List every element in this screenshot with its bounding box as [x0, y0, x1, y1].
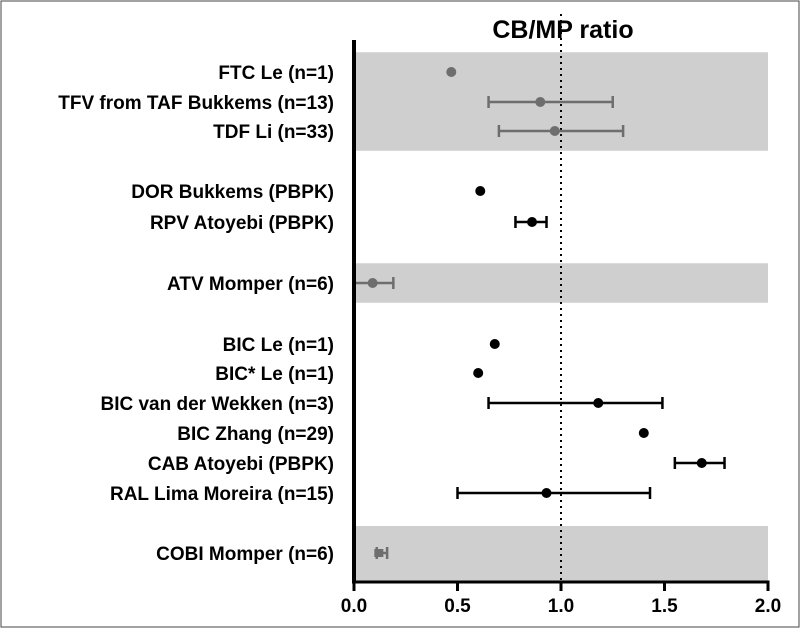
data-point: [549, 126, 560, 136]
data-point: [638, 428, 649, 438]
x-tick-label: 0.0: [341, 596, 367, 617]
row-label: BIC* Le (n=1): [215, 364, 334, 385]
data-point: [541, 488, 552, 498]
row-label: BIC Zhang (n=29): [177, 424, 334, 445]
x-tick-label: 0.5: [444, 596, 471, 617]
row-label: RAL Lima Moreira (n=15): [110, 484, 334, 505]
data-point: [489, 339, 500, 349]
row-label: DOR Bukkems (PBPK): [131, 182, 334, 203]
data-point: [535, 97, 546, 107]
row-label: TFV from TAF Bukkems (n=13): [58, 93, 334, 114]
row-label: ATV Momper (n=6): [167, 274, 334, 295]
row-label: FTC Le (n=1): [218, 63, 334, 84]
data-point: [367, 278, 378, 288]
row-label: BIC Le (n=1): [223, 335, 334, 356]
data-point: [593, 398, 604, 408]
axes: 0.0 0.5 1.0 1.5 2.0: [341, 40, 781, 617]
row-label: BIC van der Wekken (n=3): [100, 394, 334, 415]
data-marks: [352, 67, 726, 559]
row-label: RPV Atoyebi (PBPK): [150, 213, 334, 234]
x-tick-label: 1.5: [651, 596, 678, 617]
row-label: TDF Li (n=33): [213, 122, 334, 143]
data-point: [475, 186, 486, 196]
data-point: [696, 458, 707, 468]
row-label: CAB Atoyebi (PBPK): [148, 454, 334, 475]
row-labels: FTC Le (n=1) TFV from TAF Bukkems (n=13) T…: [58, 63, 334, 565]
x-tick-label: 1.0: [548, 596, 574, 617]
data-point: [446, 67, 457, 77]
data-point: [527, 217, 538, 227]
x-tick-label: 2.0: [755, 596, 781, 617]
data-point: [374, 549, 384, 557]
row-label: COBI Momper (n=6): [156, 544, 334, 565]
data-point: [473, 368, 484, 378]
chart-title: CB/MP ratio: [492, 16, 633, 44]
